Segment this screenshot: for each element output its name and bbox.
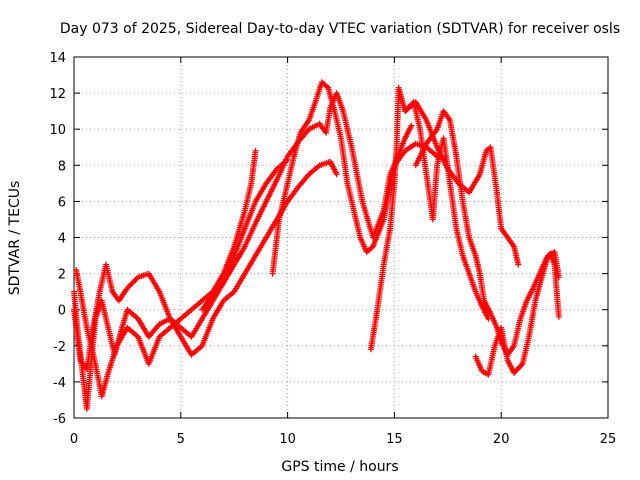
y-tick-label: 14 bbox=[49, 51, 66, 66]
data-point bbox=[132, 276, 139, 283]
x-tick-label: 15 bbox=[386, 432, 403, 447]
y-axis-label: SDTVAR / TECUs bbox=[7, 181, 23, 296]
series-track-e bbox=[269, 79, 415, 277]
y-tick-label: 12 bbox=[49, 87, 66, 102]
y-axis: -6 -4 -2 0 2 4 6 8 10 12 14 bbox=[49, 51, 608, 427]
x-tick-label: 10 bbox=[279, 432, 296, 447]
chart-title: Day 073 of 2025, Sidereal Day-to-day VTE… bbox=[60, 21, 620, 37]
data-point bbox=[518, 362, 525, 369]
x-tick-label: 25 bbox=[600, 432, 617, 447]
series-track-i bbox=[472, 248, 562, 378]
x-axis-label: GPS time / hours bbox=[281, 459, 398, 475]
data-point bbox=[555, 274, 562, 281]
y-tick-label: 6 bbox=[58, 195, 66, 210]
grid-lines bbox=[74, 57, 608, 418]
series-track-d bbox=[199, 90, 441, 313]
data-point bbox=[125, 283, 132, 290]
y-tick-label: 2 bbox=[58, 268, 66, 283]
x-tick-label: 0 bbox=[70, 432, 78, 447]
data-point bbox=[515, 261, 522, 268]
y-tick-label: 8 bbox=[58, 159, 66, 174]
data-point bbox=[129, 279, 136, 286]
data-series bbox=[71, 79, 562, 412]
series-track-b bbox=[71, 158, 340, 373]
x-tick-label: 5 bbox=[177, 432, 185, 447]
y-tick-label: -6 bbox=[53, 412, 66, 427]
y-tick-label: 10 bbox=[49, 123, 66, 138]
data-point bbox=[555, 313, 562, 320]
y-tick-label: -4 bbox=[53, 376, 66, 391]
data-point bbox=[408, 122, 415, 129]
series-track-c bbox=[73, 147, 259, 400]
data-point bbox=[131, 278, 138, 285]
y-tick-label: 4 bbox=[58, 232, 66, 247]
y-tick-label: -2 bbox=[53, 340, 66, 355]
data-point bbox=[124, 285, 131, 292]
x-axis: 0 5 10 15 20 25 bbox=[70, 57, 616, 447]
data-point bbox=[127, 282, 134, 289]
data-point bbox=[252, 147, 259, 154]
data-point bbox=[128, 280, 135, 287]
data-point bbox=[333, 171, 340, 178]
x-tick-label: 20 bbox=[493, 432, 510, 447]
series-track-g bbox=[402, 99, 522, 268]
data-point bbox=[133, 275, 140, 282]
y-tick-label: 0 bbox=[58, 304, 66, 319]
